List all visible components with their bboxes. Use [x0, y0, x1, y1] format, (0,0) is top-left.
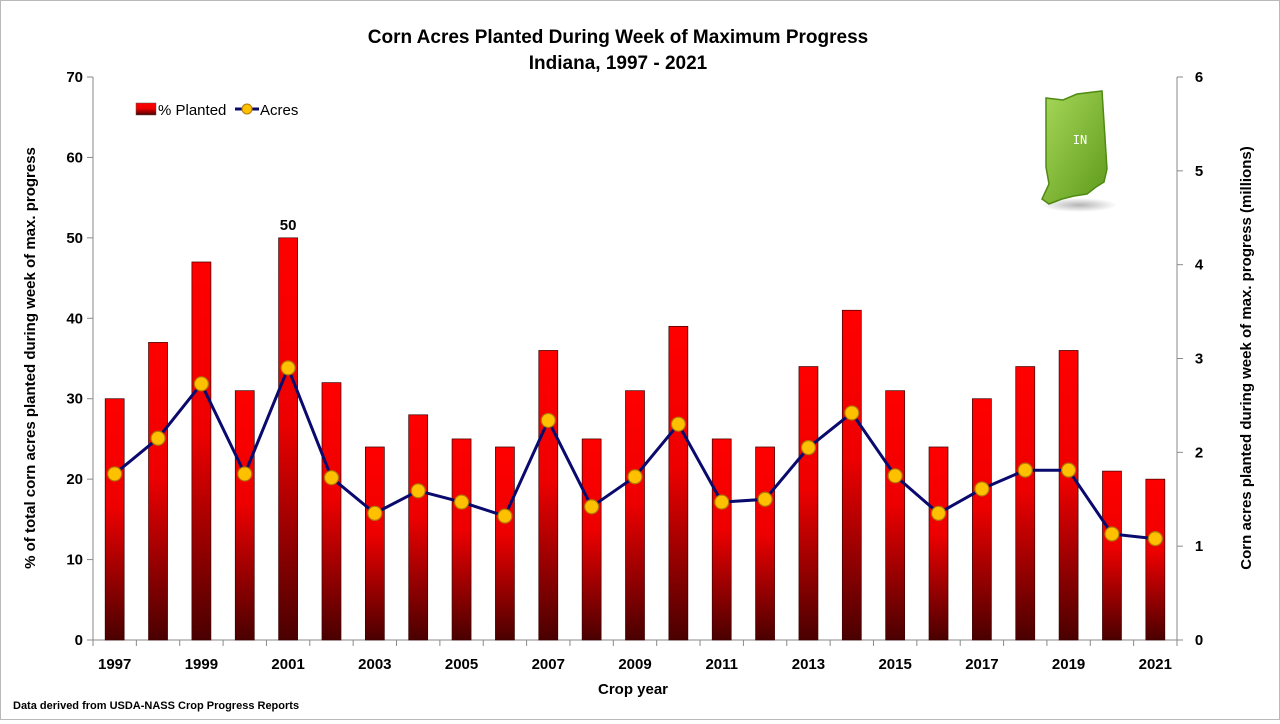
bar-2016	[928, 446, 949, 641]
x-tick-label: 2009	[618, 656, 651, 673]
bar-2009	[625, 390, 645, 641]
x-tick-label: 2005	[445, 656, 478, 673]
point-2012	[757, 491, 773, 507]
point-2013	[800, 440, 817, 456]
point-2004	[410, 483, 426, 499]
bar-1998	[148, 342, 168, 641]
y-tick-label: 40	[66, 310, 83, 327]
point-2021	[1147, 531, 1163, 547]
x-tick-label: 2011	[705, 656, 738, 673]
x-tick-label: 1999	[185, 656, 218, 673]
footnote: Data derived from USDA-NASS Crop Progres…	[13, 700, 299, 712]
x-tick-label: 2003	[358, 656, 391, 673]
x-tick-label: 1997	[98, 656, 131, 673]
point-1997	[107, 466, 123, 482]
y2-tick-label: 0	[1195, 632, 1203, 649]
x-tick-label: 2021	[1139, 656, 1172, 673]
point-2015	[887, 468, 903, 484]
x-tick-label: 2017	[965, 656, 998, 673]
point-2020	[1104, 526, 1120, 542]
bar-2010	[668, 325, 689, 641]
bar-2011	[711, 438, 732, 641]
tick-labels: 0 10 20 30 40 50 60 70 0 1 2 3 4 5 6 1997 1999 2001 2003 20…	[66, 69, 1204, 673]
y2-tick-label: 1	[1195, 538, 1203, 555]
x-tick-label: 2007	[532, 656, 565, 673]
point-2011	[714, 494, 730, 510]
bar-2007	[538, 350, 559, 641]
y2-tick-label: 2	[1195, 444, 1203, 461]
y2-tick-label: 6	[1195, 69, 1203, 86]
point-2000	[237, 466, 253, 482]
point-2019	[1060, 462, 1077, 478]
point-1998	[150, 430, 166, 446]
bar-2003	[364, 446, 385, 641]
bar-2002	[321, 382, 342, 641]
bar-2008	[581, 438, 602, 641]
y-tick-label: 50	[66, 230, 83, 247]
bar-2020	[1102, 470, 1122, 641]
bar-2021	[1145, 478, 1166, 641]
point-2006	[497, 508, 513, 524]
bar-2018	[1015, 366, 1036, 641]
bar-2006	[495, 446, 515, 641]
bar-1997	[104, 398, 125, 641]
bar-2015	[885, 390, 906, 641]
bar-2012	[755, 446, 775, 641]
bar-2004	[408, 414, 429, 641]
y-tick-label: 30	[66, 391, 83, 408]
legend-label-planted: % Planted	[158, 102, 226, 119]
chart-title: Corn Acres Planted During Week of Maximu…	[368, 27, 868, 48]
line-series	[107, 360, 1163, 547]
bar-2005	[451, 438, 472, 641]
y-tick-label: 70	[66, 69, 83, 86]
point-2002	[323, 470, 340, 486]
point-2001	[280, 360, 296, 376]
point-2003	[367, 505, 383, 521]
point-2014	[844, 405, 860, 421]
y-tick-label: 20	[66, 471, 83, 488]
x-tick-label: 2001	[271, 656, 304, 673]
point-2007	[540, 412, 556, 429]
bar-2017	[972, 398, 992, 641]
legend-label-acres: Acres	[260, 102, 298, 119]
bar-2019	[1058, 350, 1079, 641]
point-1999	[193, 376, 209, 392]
bar-2001	[278, 237, 298, 641]
point-2005	[453, 494, 470, 510]
y2-tick-label: 4	[1195, 257, 1204, 274]
point-2009	[627, 469, 643, 485]
map-state-label: IN	[1073, 133, 1087, 147]
x-tick-label: 2015	[878, 656, 911, 673]
y2-tick-label: 5	[1195, 163, 1203, 180]
chart-subtitle: Indiana, 1997 - 2021	[529, 53, 708, 74]
point-2008	[584, 499, 600, 515]
y-tick-label: 60	[66, 149, 83, 166]
y2-axis-title: Corn acres planted during week of max. p…	[1238, 146, 1255, 569]
point-2018	[1017, 462, 1033, 478]
data-label-2001: 50	[280, 217, 297, 234]
point-2010	[670, 416, 686, 432]
y-tick-label: 10	[66, 552, 83, 569]
y-tick-label: 0	[75, 632, 83, 649]
bar-1999	[191, 261, 212, 641]
point-2017	[974, 481, 990, 497]
indiana-map-icon: IN	[1041, 90, 1117, 212]
x-axis-title: Crop year	[598, 681, 668, 698]
bar-2013	[798, 366, 819, 641]
y-axis-title: % of total corn acres planted during wee…	[22, 147, 39, 569]
bar-2014	[841, 309, 862, 641]
point-2016	[930, 505, 947, 521]
legend-swatch-planted	[135, 102, 157, 116]
legend: % Planted Acres	[135, 102, 298, 119]
y2-tick-label: 3	[1195, 351, 1203, 368]
bar-2000	[234, 390, 255, 641]
x-tick-label: 2019	[1052, 656, 1085, 673]
bar-series	[104, 237, 1166, 641]
legend-marker-acres	[241, 103, 253, 115]
x-tick-label: 2013	[792, 656, 825, 673]
